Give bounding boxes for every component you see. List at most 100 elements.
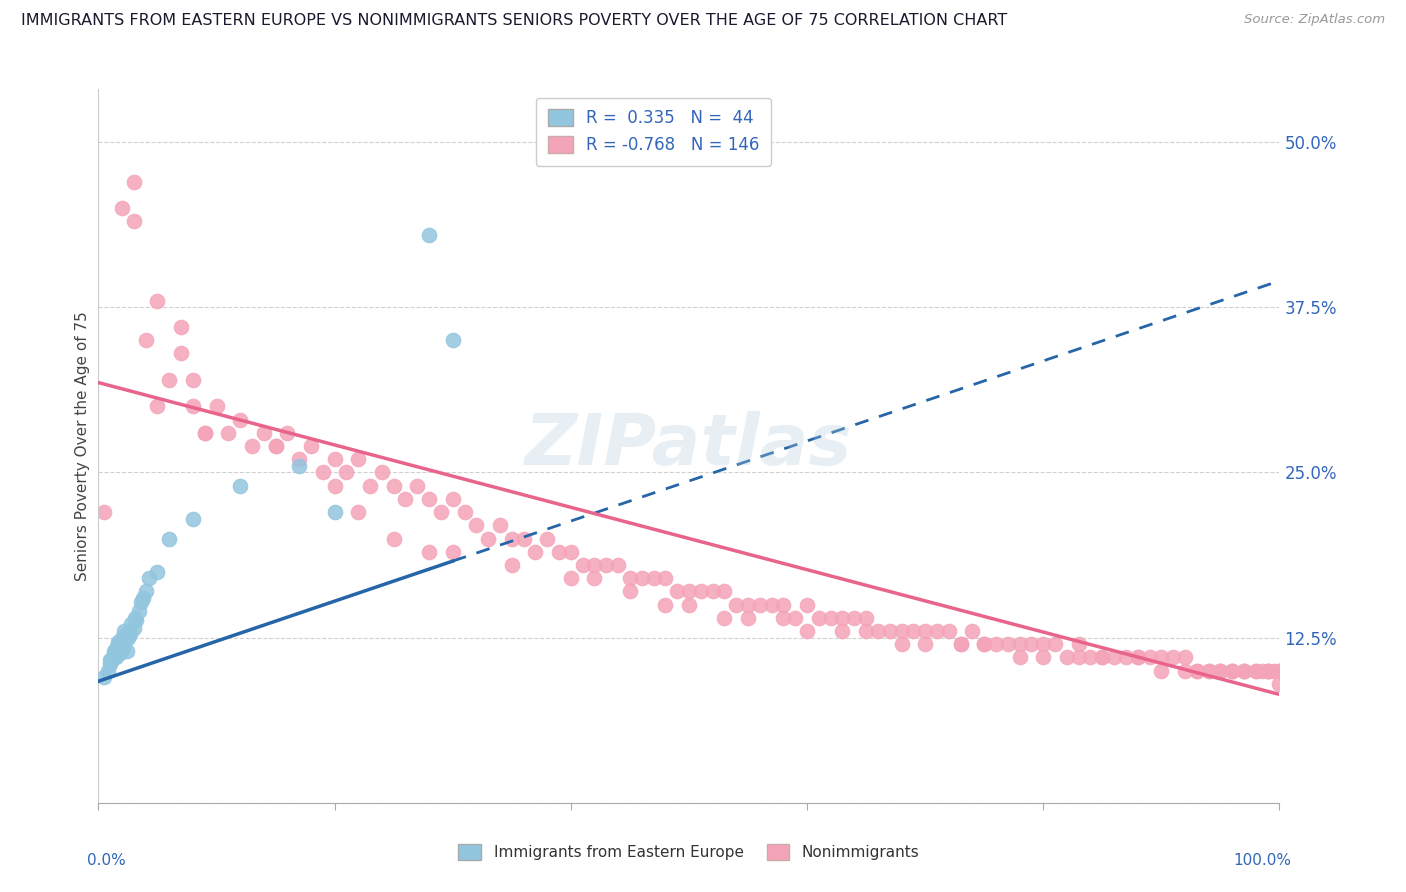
Point xyxy=(229,412,252,426)
Point xyxy=(1139,650,1161,665)
Point xyxy=(796,598,818,612)
Point xyxy=(1067,637,1090,651)
Point xyxy=(737,611,759,625)
Point xyxy=(97,664,120,678)
Point xyxy=(115,644,138,658)
Point xyxy=(441,333,464,347)
Point xyxy=(406,478,429,492)
Point xyxy=(146,565,169,579)
Point xyxy=(1102,650,1125,665)
Point xyxy=(1268,664,1291,678)
Point xyxy=(135,333,157,347)
Point xyxy=(1198,664,1220,678)
Point xyxy=(785,611,807,625)
Point xyxy=(335,466,357,480)
Point xyxy=(831,624,853,638)
Point xyxy=(477,532,499,546)
Point xyxy=(713,611,735,625)
Point xyxy=(595,558,617,572)
Point xyxy=(560,545,582,559)
Text: ZIPatlas: ZIPatlas xyxy=(526,411,852,481)
Point xyxy=(125,614,148,628)
Point xyxy=(1233,664,1256,678)
Point xyxy=(1185,664,1208,678)
Point xyxy=(725,598,748,612)
Point xyxy=(194,425,217,440)
Point xyxy=(666,584,689,599)
Point xyxy=(111,201,134,215)
Point xyxy=(110,644,132,658)
Point xyxy=(890,637,912,651)
Point xyxy=(264,439,287,453)
Point xyxy=(98,657,121,671)
Point xyxy=(914,637,936,651)
Point xyxy=(1032,650,1054,665)
Point xyxy=(117,631,139,645)
Point xyxy=(1067,650,1090,665)
Text: Source: ZipAtlas.com: Source: ZipAtlas.com xyxy=(1244,13,1385,27)
Point xyxy=(157,373,180,387)
Point xyxy=(619,571,641,585)
Point xyxy=(129,595,152,609)
Point xyxy=(583,571,606,585)
Text: 0.0%: 0.0% xyxy=(87,853,125,868)
Point xyxy=(1056,650,1078,665)
Legend: Immigrants from Eastern Europe, Nonimmigrants: Immigrants from Eastern Europe, Nonimmig… xyxy=(453,838,925,866)
Point xyxy=(607,558,630,572)
Point xyxy=(253,425,276,440)
Point xyxy=(1126,650,1149,665)
Point xyxy=(276,425,298,440)
Point xyxy=(1263,664,1285,678)
Point xyxy=(205,400,228,414)
Point xyxy=(1161,650,1184,665)
Point xyxy=(1150,664,1173,678)
Point xyxy=(807,611,830,625)
Point xyxy=(100,654,122,668)
Point xyxy=(430,505,453,519)
Point xyxy=(170,346,193,360)
Point xyxy=(121,617,143,632)
Y-axis label: Seniors Poverty Over the Age of 75: Seniors Poverty Over the Age of 75 xyxy=(75,311,90,581)
Point xyxy=(418,545,440,559)
Point xyxy=(103,644,125,658)
Point xyxy=(1268,677,1291,691)
Point xyxy=(299,439,322,453)
Point xyxy=(359,478,381,492)
Point xyxy=(654,571,676,585)
Point xyxy=(489,518,512,533)
Point xyxy=(583,558,606,572)
Point xyxy=(146,400,169,414)
Point xyxy=(1150,650,1173,665)
Point xyxy=(108,647,131,661)
Point xyxy=(914,624,936,638)
Point xyxy=(1021,637,1043,651)
Point xyxy=(1257,664,1279,678)
Point xyxy=(1198,664,1220,678)
Point xyxy=(1209,664,1232,678)
Point xyxy=(146,293,169,308)
Point xyxy=(938,624,960,638)
Point xyxy=(122,621,145,635)
Point xyxy=(879,624,901,638)
Point xyxy=(138,571,160,585)
Point xyxy=(772,598,794,612)
Point xyxy=(264,439,287,453)
Point xyxy=(453,505,475,519)
Point xyxy=(1080,650,1102,665)
Point xyxy=(772,611,794,625)
Point xyxy=(678,584,700,599)
Point xyxy=(132,591,155,605)
Point xyxy=(418,491,440,506)
Point xyxy=(124,611,146,625)
Point xyxy=(571,558,593,572)
Point xyxy=(1244,664,1267,678)
Point xyxy=(101,650,124,665)
Point xyxy=(323,452,346,467)
Point xyxy=(536,532,558,546)
Point xyxy=(382,478,405,492)
Point xyxy=(855,624,877,638)
Point xyxy=(501,532,523,546)
Point xyxy=(288,452,311,467)
Point xyxy=(949,637,972,651)
Point xyxy=(1185,664,1208,678)
